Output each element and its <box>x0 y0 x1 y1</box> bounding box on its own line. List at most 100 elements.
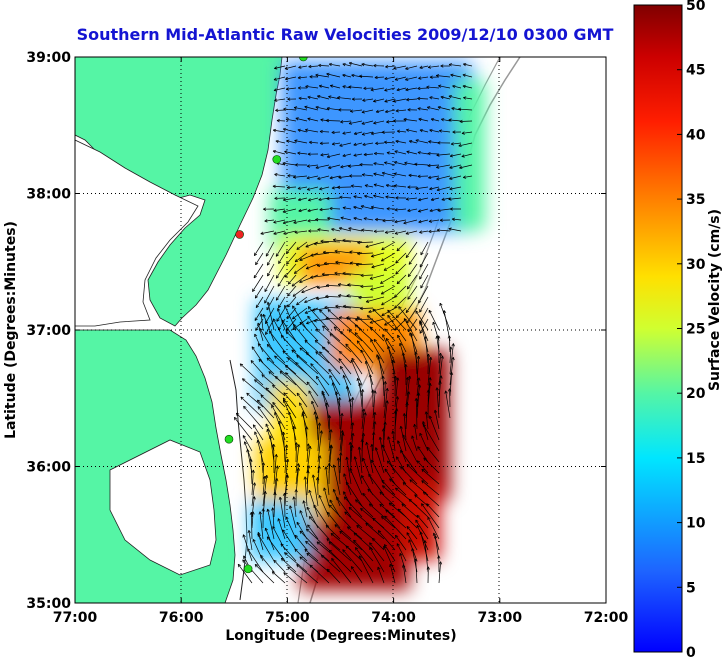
velocity-arrow <box>319 208 330 211</box>
velocity-arrow <box>348 164 363 167</box>
velocity-arrow <box>273 219 286 223</box>
velocity-arrow <box>463 97 473 100</box>
velocity-arrow-head <box>359 163 363 167</box>
velocity-arrow <box>252 539 264 562</box>
velocity-arrow <box>293 324 308 342</box>
velocity-arrow <box>361 109 374 113</box>
velocity-arrow <box>319 186 330 190</box>
velocity-arrow-head <box>375 141 379 145</box>
velocity-arrow <box>375 447 385 474</box>
velocity-arrow-head <box>407 328 411 333</box>
velocity-arrow <box>327 309 352 331</box>
velocity-arrow-head <box>294 258 299 263</box>
velocity-arrow <box>304 476 308 507</box>
velocity-arrow-head <box>296 355 300 359</box>
velocity-arrow-head <box>404 161 408 165</box>
velocity-arrow-head <box>275 139 279 144</box>
velocity-arrow-head <box>397 508 402 513</box>
velocity-arrow-head <box>378 436 383 441</box>
velocity-arrow <box>248 530 253 551</box>
velocity-arrow-head <box>448 197 452 201</box>
velocity-arrow-head <box>338 358 342 362</box>
velocity-arrow-head <box>355 318 359 322</box>
velocity-arrow-head <box>354 324 358 328</box>
velocity-arrow-head <box>265 331 269 335</box>
velocity-arrow <box>355 499 374 518</box>
velocity-arrow-head <box>429 96 433 100</box>
velocity-arrow <box>310 363 330 386</box>
velocity-arrow-head <box>362 492 366 497</box>
velocity-arrow <box>385 509 407 529</box>
velocity-arrow-head <box>399 552 403 557</box>
velocity-arrow-head <box>269 330 273 335</box>
velocity-arrow-head <box>315 351 319 355</box>
velocity-arrow <box>414 494 429 507</box>
velocity-arrow <box>389 478 407 496</box>
velocity-arrow <box>328 369 341 386</box>
velocity-arrow <box>384 318 396 326</box>
velocity-arrow-head <box>340 331 344 335</box>
velocity-arrow-head <box>436 188 440 192</box>
velocity-arrow <box>242 435 253 452</box>
velocity-arrow <box>319 309 341 331</box>
velocity-arrow <box>276 307 286 322</box>
velocity-arrow-head <box>395 109 399 113</box>
velocity-arrow <box>361 120 374 125</box>
velocity-arrow-head <box>282 209 286 214</box>
velocity-arrow <box>329 175 341 179</box>
velocity-arrow-head <box>403 318 407 322</box>
velocity-arrow-head <box>370 205 375 209</box>
velocity-arrow-head <box>373 338 377 343</box>
velocity-arrow <box>342 272 363 276</box>
velocity-arrow-head <box>329 445 334 449</box>
velocity-arrow-head <box>385 400 389 404</box>
velocity-arrow-head <box>272 526 276 530</box>
velocity-arrow <box>368 473 385 496</box>
velocity-arrow-head <box>326 568 330 573</box>
velocity-arrow <box>295 117 308 122</box>
velocity-arrow-head <box>305 351 310 356</box>
velocity-arrow <box>373 173 385 177</box>
velocity-arrow <box>421 468 440 485</box>
velocity-arrow-head <box>345 545 349 549</box>
velocity-arrow-head <box>373 162 377 166</box>
velocity-arrow-head <box>321 346 326 350</box>
velocity-arrow-head <box>348 227 352 231</box>
velocity-arrow <box>398 306 418 331</box>
velocity-arrow-head <box>254 317 258 321</box>
velocity-arrow-head <box>373 183 377 187</box>
field-cell <box>400 480 440 560</box>
velocity-arrow <box>338 175 352 178</box>
velocity-arrow-head <box>276 308 281 312</box>
velocity-arrow <box>436 175 451 180</box>
velocity-arrow <box>257 406 275 430</box>
velocity-arrow-head <box>306 443 310 447</box>
velocity-arrow-head <box>449 187 453 191</box>
velocity-arrow <box>255 296 264 308</box>
velocity-arrow <box>384 328 396 342</box>
velocity-arrow-head <box>441 118 445 122</box>
velocity-arrow <box>407 208 418 212</box>
velocity-arrow <box>371 263 385 268</box>
velocity-arrow-head <box>327 216 331 221</box>
colorbar-tick-label: 50 <box>686 0 706 14</box>
velocity-arrow <box>372 517 396 540</box>
velocity-arrow-head <box>339 350 343 355</box>
velocity-arrow-head <box>461 131 465 135</box>
velocity-arrow <box>437 106 451 111</box>
velocity-arrow <box>416 392 420 419</box>
velocity-arrow-head <box>295 117 299 121</box>
velocity-arrow-head <box>353 539 357 544</box>
velocity-arrow-head <box>343 473 347 477</box>
velocity-arrow-head <box>260 231 264 235</box>
velocity-arrow <box>323 487 330 507</box>
velocity-arrow-head <box>368 309 372 314</box>
velocity-arrow-head <box>307 198 312 202</box>
velocity-arrow-head <box>381 130 385 134</box>
velocity-arrow <box>282 162 297 166</box>
velocity-arrow-head <box>328 165 332 169</box>
velocity-arrow <box>395 307 407 318</box>
